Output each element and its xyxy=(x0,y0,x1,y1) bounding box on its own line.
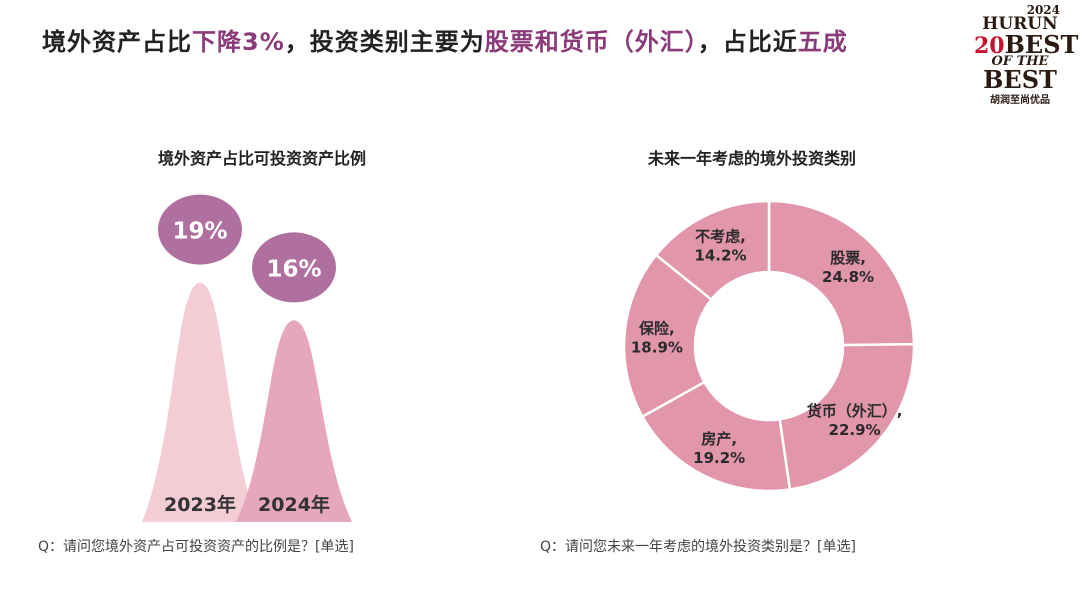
title-highlight-2: 股票和货币（外汇） xyxy=(484,28,698,56)
logo-brand: HURUN xyxy=(982,14,1058,34)
donut-value-1: 22.9% xyxy=(829,421,881,439)
logo-best-1: 20BEST xyxy=(974,30,1079,59)
title-part-1: 境外资产占比 xyxy=(42,28,192,56)
logo-of-the: OF THE xyxy=(991,54,1049,69)
donut-label-4: 不考虑, xyxy=(695,228,746,246)
title-part-5: ，占比近 xyxy=(697,28,798,56)
title-part-3: ，投资类别主要为 xyxy=(284,28,485,56)
category-label-2024年: 2024年 xyxy=(258,493,330,516)
value-label-2024年: 16% xyxy=(266,256,321,282)
logo-best-2: BEST xyxy=(983,65,1057,94)
left-chart-subtitle: 境外资产占比可投资资产比例 xyxy=(158,149,367,168)
left-question: Q：请问您境外资产占可投资资产的比例是？[单选] xyxy=(38,539,354,555)
donut-slice-0 xyxy=(767,199,916,347)
bar-shape-2024年 xyxy=(236,320,352,522)
hurun-logo: 2024 HURUN 20BEST OF THE BEST 胡润至尚优品 xyxy=(974,3,1079,114)
bar-shape-2023年 xyxy=(142,282,258,522)
donut-slice-2 xyxy=(640,380,792,493)
logo-chinese: 胡润至尚优品 xyxy=(990,95,1050,106)
donut-slice-4 xyxy=(654,199,771,302)
page-title: 境外资产占比下降3%，投资类别主要为股票和货币（外汇），占比近五成 xyxy=(42,22,848,57)
category-label-2023年: 2023年 xyxy=(164,493,236,516)
value-bubble-2024年 xyxy=(252,232,336,303)
logo-number: 20 xyxy=(974,33,1005,59)
donut-value-2: 19.2% xyxy=(693,449,745,467)
right-chart-subtitle: 未来一年考虑的境外投资类别 xyxy=(648,149,857,168)
right-question: Q：请问您未来一年考虑的境外投资类别是？[单选] xyxy=(540,539,856,555)
title-highlight-1: 下降3% xyxy=(192,28,285,56)
value-label-2023年: 19% xyxy=(172,219,227,245)
value-bubble-2023年 xyxy=(158,194,242,265)
title-highlight-3: 五成 xyxy=(797,28,848,56)
donut-label-2: 房产, xyxy=(701,430,737,448)
donut-slice-1 xyxy=(778,342,916,491)
logo-year: 2024 xyxy=(1026,3,1060,17)
donut-label-0: 股票, xyxy=(830,249,866,267)
donut-label-3: 保险, xyxy=(638,319,675,337)
donut-slice-3 xyxy=(622,253,714,419)
donut-value-0: 24.8% xyxy=(822,268,874,286)
donut-value-4: 14.2% xyxy=(694,247,746,265)
donut-label-1: 货币（外汇）, xyxy=(807,402,903,420)
donut-value-3: 18.9% xyxy=(631,338,683,356)
